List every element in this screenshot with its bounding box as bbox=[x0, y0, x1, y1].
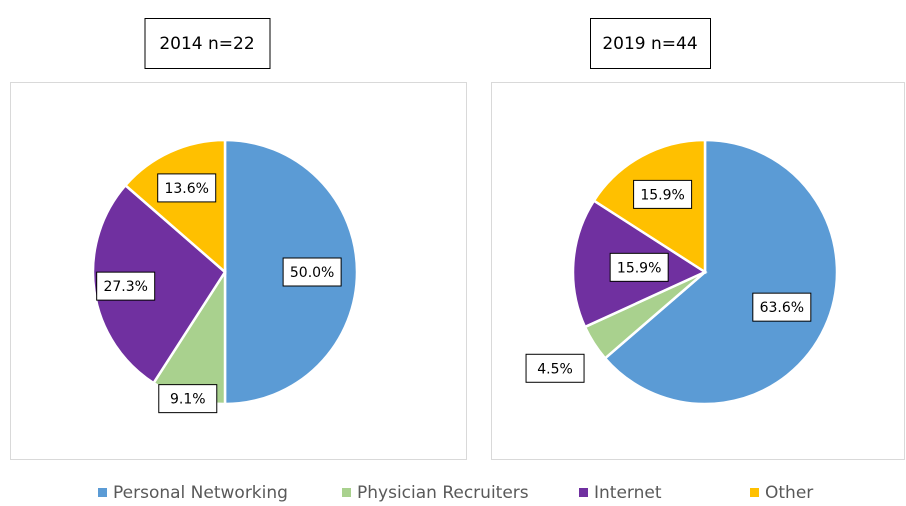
title-box bbox=[590, 18, 711, 69]
pie-slice bbox=[91, 183, 227, 385]
data-label: 27.3% bbox=[103, 279, 147, 295]
legend-label: Physician Recruiters bbox=[357, 483, 529, 503]
data-label: 15.9% bbox=[640, 187, 684, 203]
legend-swatch bbox=[98, 488, 107, 497]
data-label-box bbox=[752, 292, 812, 322]
legend-swatch bbox=[342, 488, 351, 497]
title-box bbox=[144, 18, 271, 69]
data-label-box bbox=[609, 252, 669, 282]
legend-label: Other bbox=[765, 483, 813, 503]
data-label-box bbox=[157, 173, 217, 203]
data-label-box bbox=[282, 257, 342, 287]
data-label: 63.6% bbox=[760, 300, 804, 316]
data-label: 13.6% bbox=[164, 181, 208, 197]
legend-swatch bbox=[750, 488, 759, 497]
chart-title: 2014 n=22 bbox=[159, 34, 254, 54]
legend-label: Internet bbox=[594, 483, 662, 503]
chart-title: 2019 n=44 bbox=[602, 34, 697, 54]
legend-swatch bbox=[579, 488, 588, 497]
pie-slice bbox=[603, 138, 839, 406]
data-label-box bbox=[96, 271, 156, 301]
pie-slice bbox=[123, 138, 227, 275]
data-label-box bbox=[525, 353, 585, 383]
legend-label: Personal Networking bbox=[113, 483, 288, 503]
data-label-box bbox=[158, 384, 218, 414]
data-label: 50.0% bbox=[290, 265, 334, 281]
data-label: 15.9% bbox=[617, 260, 661, 276]
data-label-box bbox=[633, 179, 693, 209]
data-label: 4.5% bbox=[537, 361, 573, 377]
data-label: 9.1% bbox=[170, 392, 206, 408]
